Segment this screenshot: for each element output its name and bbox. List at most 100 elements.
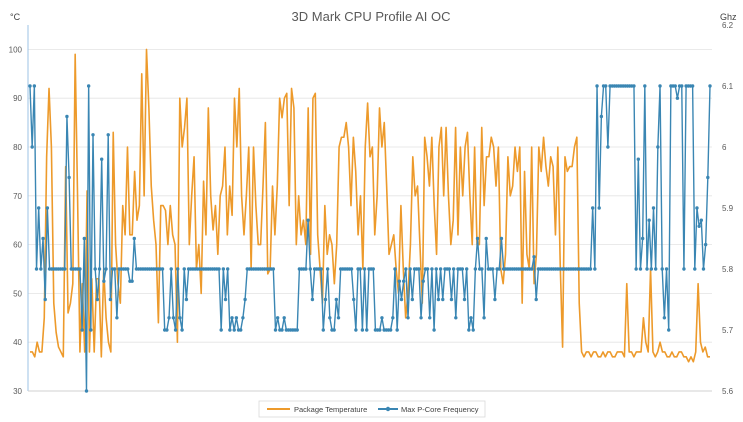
- data-point-max-p-core-frequency: [645, 267, 649, 271]
- data-point-max-p-core-frequency: [271, 267, 276, 271]
- data-point-max-p-core-frequency: [599, 114, 604, 119]
- left-tick-label: 40: [13, 338, 22, 347]
- data-point-max-p-core-frequency: [471, 328, 475, 332]
- data-point-max-p-core-frequency: [273, 328, 278, 332]
- data-point-max-p-core-frequency: [391, 316, 395, 320]
- data-point-max-p-core-frequency: [282, 316, 286, 320]
- data-point-max-p-core-frequency: [232, 328, 236, 332]
- data-point-max-p-core-frequency: [464, 267, 469, 271]
- data-point-max-p-core-frequency: [332, 328, 336, 332]
- data-point-max-p-core-frequency: [28, 84, 32, 88]
- data-point-max-p-core-frequency: [106, 133, 110, 137]
- data-point-max-p-core-frequency: [91, 133, 95, 137]
- data-point-max-p-core-frequency: [380, 316, 384, 320]
- data-point-max-p-core-frequency: [63, 267, 67, 271]
- data-point-max-p-core-frequency: [82, 236, 87, 241]
- left-tick-label: 60: [13, 241, 22, 250]
- data-point-max-p-core-frequency: [491, 267, 495, 271]
- series-line-max-p-core-frequency: [29, 85, 711, 392]
- data-point-max-p-core-frequency: [41, 236, 45, 241]
- data-point-max-p-core-frequency: [636, 157, 641, 161]
- data-point-max-p-core-frequency: [404, 267, 408, 271]
- data-point-max-p-core-frequency: [473, 267, 478, 271]
- data-point-max-p-core-frequency: [701, 267, 706, 271]
- data-point-max-p-core-frequency: [410, 297, 415, 302]
- data-point-max-p-core-frequency: [588, 267, 593, 271]
- data-point-max-p-core-frequency: [699, 218, 704, 222]
- data-point-max-p-core-frequency: [451, 267, 456, 271]
- left-tick-label: 30: [13, 387, 22, 396]
- data-point-max-p-core-frequency: [693, 267, 697, 271]
- data-point-max-p-core-frequency: [399, 297, 404, 302]
- data-point-max-p-core-frequency: [165, 328, 169, 332]
- data-point-max-p-core-frequency: [239, 328, 243, 332]
- data-point-max-p-core-frequency: [321, 328, 325, 332]
- data-point-max-p-core-frequency: [217, 267, 221, 271]
- data-point-max-p-core-frequency: [43, 297, 47, 302]
- data-point-max-p-core-frequency: [706, 175, 710, 180]
- data-point-max-p-core-frequency: [682, 267, 686, 271]
- data-point-max-p-core-frequency: [449, 297, 454, 302]
- data-point-max-p-core-frequency: [532, 255, 536, 259]
- data-point-max-p-core-frequency: [113, 267, 117, 271]
- data-point-max-p-core-frequency: [36, 206, 41, 210]
- data-point-max-p-core-frequency: [160, 267, 165, 271]
- data-point-max-p-core-frequency: [604, 84, 608, 88]
- data-point-max-p-core-frequency: [241, 316, 245, 320]
- data-point-max-p-core-frequency: [234, 316, 239, 320]
- data-point-max-p-core-frequency: [104, 267, 108, 271]
- data-point-max-p-core-frequency: [484, 236, 488, 241]
- series-markers: [28, 84, 712, 393]
- data-point-max-p-core-frequency: [393, 267, 397, 271]
- data-point-max-p-core-frequency: [475, 236, 480, 241]
- data-point-max-p-core-frequency: [441, 297, 445, 302]
- legend-marker-max-p-core-frequency: [385, 406, 391, 412]
- data-point-max-p-core-frequency: [397, 279, 402, 283]
- data-point-max-p-core-frequency: [126, 267, 130, 271]
- data-point-max-p-core-frequency: [352, 297, 356, 302]
- data-point-max-p-core-frequency: [97, 267, 102, 271]
- data-point-max-p-core-frequency: [438, 267, 443, 271]
- data-point-max-p-core-frequency: [310, 297, 315, 302]
- data-point-max-p-core-frequency: [182, 267, 186, 271]
- data-point-max-p-core-frequency: [45, 206, 50, 210]
- data-point-max-p-core-frequency: [638, 267, 643, 271]
- data-point-max-p-core-frequency: [534, 297, 538, 302]
- data-point-max-p-core-frequency: [365, 328, 369, 332]
- data-point-max-p-core-frequency: [308, 267, 312, 271]
- data-point-max-p-core-frequency: [362, 267, 367, 271]
- data-point-max-p-core-frequency: [319, 267, 323, 271]
- data-point-max-p-core-frequency: [673, 84, 677, 88]
- data-point-max-p-core-frequency: [108, 297, 113, 302]
- right-tick-label: 5.7: [722, 326, 734, 335]
- data-point-max-p-core-frequency: [640, 236, 645, 241]
- data-point-max-p-core-frequency: [169, 267, 173, 271]
- data-point-max-p-core-frequency: [653, 267, 658, 271]
- data-point-max-p-core-frequency: [243, 297, 247, 302]
- data-point-max-p-core-frequency: [482, 316, 486, 320]
- data-point-max-p-core-frequency: [115, 316, 119, 320]
- data-point-max-p-core-frequency: [606, 145, 610, 149]
- legend-label-max-p-core-frequency: Max P-Core Frequency: [401, 405, 479, 414]
- data-point-max-p-core-frequency: [425, 267, 430, 271]
- right-tick-label: 6.1: [722, 82, 734, 91]
- data-point-max-p-core-frequency: [408, 267, 412, 271]
- data-point-max-p-core-frequency: [462, 297, 467, 302]
- data-point-max-p-core-frequency: [304, 267, 308, 271]
- data-point-max-p-core-frequency: [632, 84, 636, 88]
- left-tick-label: 80: [13, 143, 22, 152]
- data-point-max-p-core-frequency: [132, 236, 136, 241]
- data-point-max-p-core-frequency: [417, 267, 421, 271]
- data-point-max-p-core-frequency: [447, 267, 451, 271]
- data-point-max-p-core-frequency: [378, 328, 382, 332]
- data-point-max-p-core-frequency: [656, 145, 660, 149]
- data-point-max-p-core-frequency: [432, 328, 436, 332]
- data-point-max-p-core-frequency: [419, 316, 423, 320]
- data-point-max-p-core-frequency: [675, 96, 680, 100]
- data-point-max-p-core-frequency: [173, 328, 178, 332]
- data-point-max-p-core-frequency: [664, 267, 669, 271]
- data-point-max-p-core-frequency: [593, 267, 597, 271]
- left-axis-unit-label: °C: [10, 12, 21, 22]
